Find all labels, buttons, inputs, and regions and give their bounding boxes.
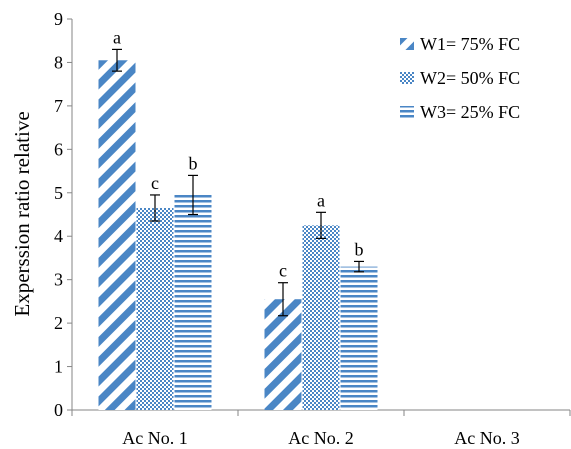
significance-label: c [279,261,287,281]
legend: W1= 75% FC W2= 50% FC W3= 25% FC [400,34,520,122]
bars [99,60,378,410]
y-tick-label: 3 [54,270,63,290]
bar [303,225,340,410]
y-tick-label: 1 [54,357,63,377]
legend-swatch [400,72,414,84]
y-tick-label: 4 [54,226,63,246]
y-axis-label: Experssion ratio relative [10,111,34,316]
bar [137,208,174,410]
y-tick-label: 5 [54,183,63,203]
y-tick-label: 7 [54,96,63,116]
y-tick-label: 8 [54,52,63,72]
x-ticks: Ac No. 1 Ac No. 2 Ac No. 3 [72,410,570,448]
y-ticks: 0 1 2 3 4 5 6 7 8 9 [54,9,72,420]
x-tick-label: Ac No. 3 [454,428,520,448]
bar [341,267,378,410]
significance-label: a [113,27,121,47]
legend-swatch [400,106,414,118]
significance-label: a [317,190,325,210]
significance-label: b [189,153,198,173]
x-tick-label: Ac No. 1 [122,428,188,448]
y-tick-label: 9 [54,9,63,29]
x-tick-label: Ac No. 2 [288,428,354,448]
legend-label: W1= 75% FC [420,34,520,54]
y-tick-label: 6 [54,139,63,159]
bar [99,60,136,410]
bar [175,195,212,410]
legend-label: W3= 25% FC [420,102,520,122]
significance-label: c [151,173,159,193]
legend-swatch [400,38,414,50]
y-tick-label: 2 [54,313,63,333]
significance-label: b [355,239,364,259]
legend-label: W2= 50% FC [420,68,520,88]
y-tick-label: 0 [54,400,63,420]
